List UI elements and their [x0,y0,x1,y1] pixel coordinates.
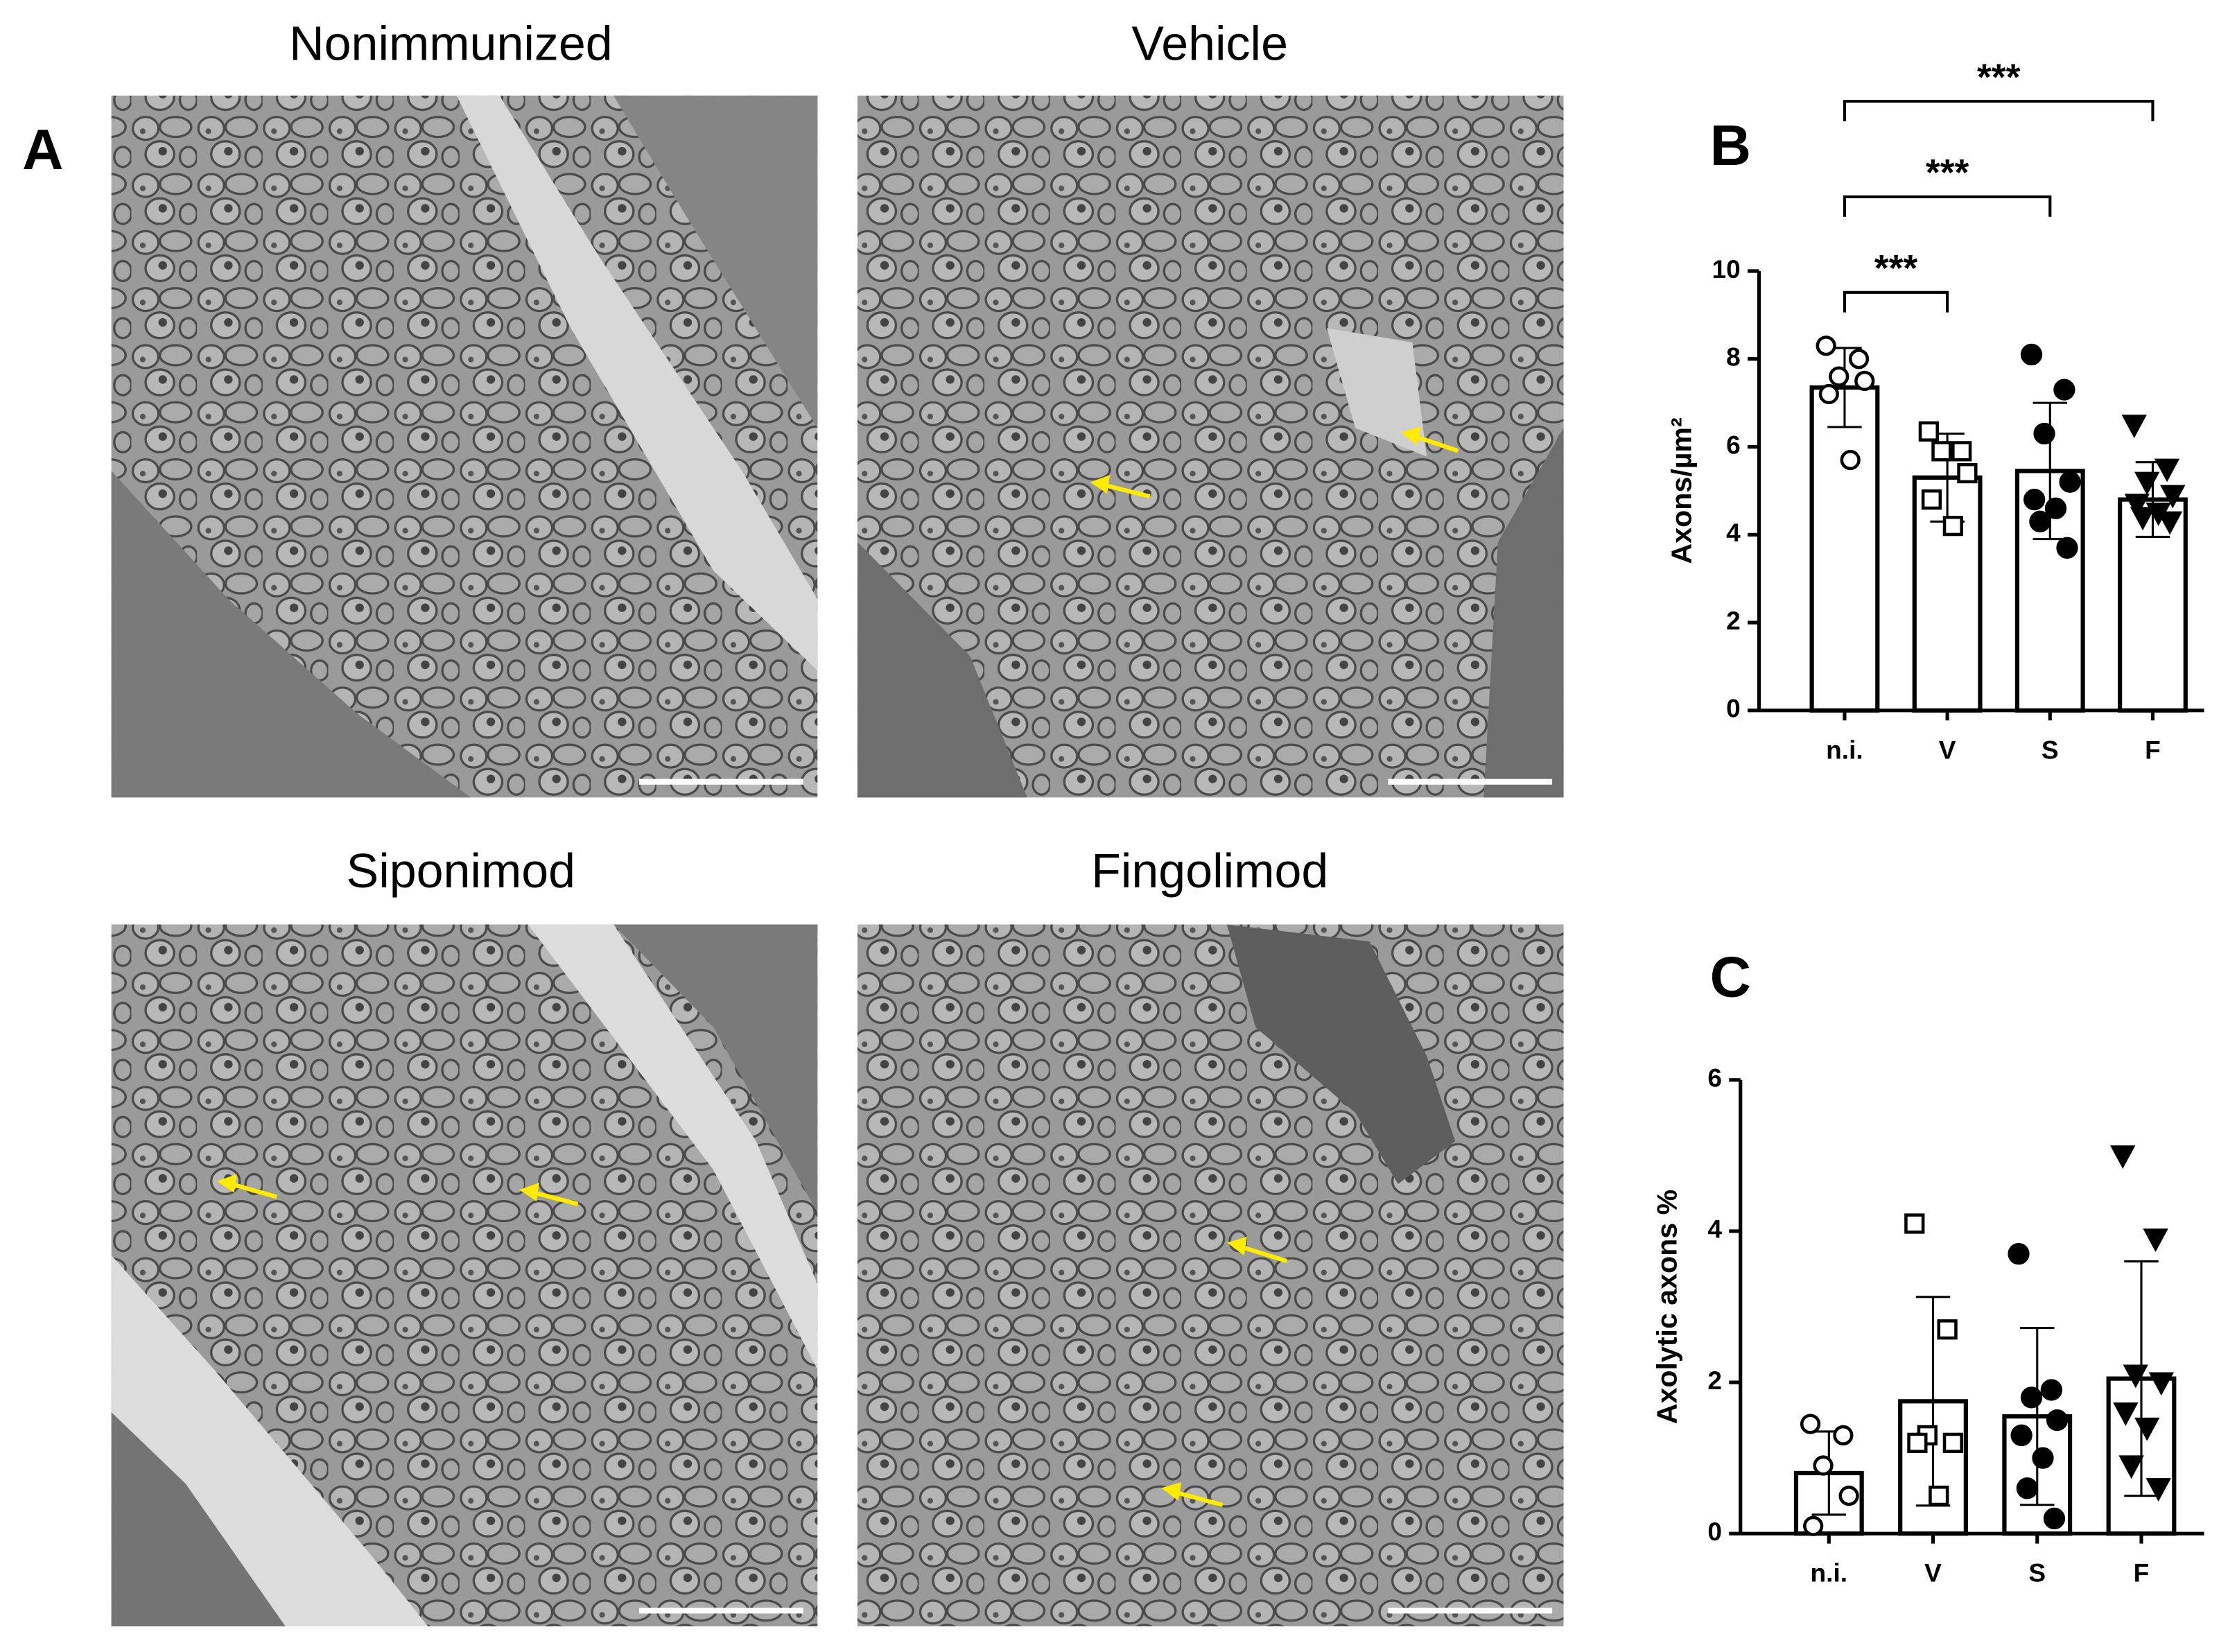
data-point [1838,1486,1859,1506]
data-point [2113,1402,2139,1426]
data-point [1829,366,1849,387]
data-point [1800,1414,1821,1434]
data-point [2134,1417,2160,1441]
y-axis-label: Axolytic axons % [1651,1190,1683,1424]
data-point [2110,1145,2136,1170]
y-tick-label: 6 [1726,430,1741,459]
data-point [1854,370,1875,392]
data-point [2046,1409,2069,1432]
panel-label: B [1710,114,1751,177]
data-point [2044,497,2067,519]
data-point [2118,1455,2144,1479]
data-point [2154,458,2180,482]
data-point [2134,471,2160,496]
y-tick-label: 2 [1726,606,1741,635]
y-tick-label: 10 [1712,254,1741,284]
significance-bracket [1843,290,1949,313]
data-point [1840,449,1861,471]
y-axis-label: Axons/µm² [1665,417,1697,564]
y-tick-label: 8 [1726,342,1741,372]
micrograph [111,924,818,1626]
data-point [2059,471,2081,493]
data-point [2023,488,2046,511]
significance-label: *** [1977,57,2021,98]
image-title: Fingolimod [1091,844,1328,898]
y-tick-label: 0 [1726,694,1741,723]
data-point [2130,507,2156,531]
data-point [2121,415,2147,439]
data-point [2053,379,2075,401]
micrograph [111,95,818,798]
panel-label: C [1710,946,1751,1009]
data-point [2124,494,2150,518]
data-point [1907,1432,1928,1453]
data-point [2032,1447,2054,1469]
y-tick-label: 6 [1707,1063,1722,1093]
y-tick-label: 4 [1707,1215,1722,1244]
data-point [2020,1386,2043,1409]
data-point [1848,349,1870,369]
data-point [1904,1213,1925,1234]
y-tick-label: 0 [1707,1517,1722,1546]
data-point [2043,1507,2066,1530]
data-point [2008,1243,2030,1265]
significance-label: *** [1926,153,1969,193]
x-tick-label: S [2042,735,2059,764]
panel-label: A [22,118,63,182]
data-point [2160,485,2186,509]
x-tick-label: F [2145,735,2161,764]
data-point [1833,1425,1854,1446]
data-point [2029,510,2051,532]
data-point [1957,462,1978,484]
data-point [1816,336,1836,356]
data-point [2056,537,2078,559]
data-point [2145,1478,2171,1502]
data-point [1921,489,1942,510]
data-point [1942,515,1963,537]
y-tick-label: 2 [1707,1366,1722,1395]
x-tick-label: F [2134,1558,2150,1588]
data-point [2010,1424,2033,1447]
data-point [2040,1379,2062,1401]
data-point [1918,421,1939,442]
data-point [2148,1372,2174,1396]
micrograph [857,95,1564,798]
x-tick-label: n.i. [1811,1558,1848,1588]
data-point [2016,1477,2038,1499]
data-point [2143,1228,2168,1253]
significance-bracket [1843,195,2052,217]
data-point [1803,1515,1824,1536]
data-point [1818,383,1839,405]
data-point [1929,1486,1949,1506]
data-point [1813,1455,1834,1476]
data-point [1951,441,1972,462]
data-point [1931,441,1952,462]
image-title: Vehicle [1131,16,1288,70]
bar [1809,385,1880,713]
y-tick-label: 4 [1726,518,1741,547]
image-title: Nonimmunized [289,16,613,70]
x-tick-label: V [1939,735,1956,764]
significance-bracket [1843,100,2155,121]
data-point [1937,1319,1958,1340]
data-point [1942,1432,1963,1453]
x-tick-label: V [1924,1558,1942,1588]
image-title: Siponimod [347,844,576,898]
data-point [2123,1364,2148,1389]
significance-label: *** [1874,248,1918,289]
x-tick-label: n.i. [1826,735,1863,764]
micrograph [857,924,1564,1626]
data-point [2157,511,2183,535]
x-tick-label: S [2028,1558,2046,1588]
data-point [2033,422,2055,445]
data-point [2020,343,2043,366]
